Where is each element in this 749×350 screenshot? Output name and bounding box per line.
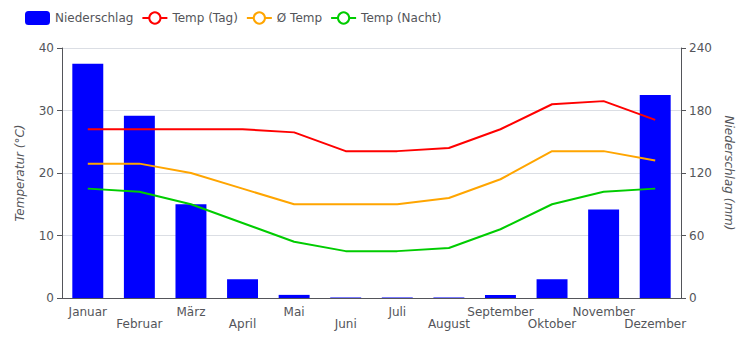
svg-text:120: 120: [689, 166, 712, 180]
svg-text:60: 60: [689, 229, 704, 243]
svg-text:Oktober: Oktober: [528, 317, 576, 331]
svg-text:Juli: Juli: [387, 305, 406, 319]
svg-text:Januar: Januar: [68, 305, 107, 319]
svg-text:0: 0: [689, 291, 697, 305]
svg-text:Februar: Februar: [116, 317, 162, 331]
svg-text:Temperatur (°C): Temperatur (°C): [13, 124, 27, 221]
svg-text:40: 40: [39, 41, 54, 55]
svg-text:Juni: Juni: [334, 317, 357, 331]
svg-text:Dezember: Dezember: [624, 317, 686, 331]
svg-text:30: 30: [39, 104, 54, 118]
svg-text:Temp (Nacht): Temp (Nacht): [360, 11, 441, 25]
svg-text:Niederschlag: Niederschlag: [55, 11, 133, 25]
svg-text:240: 240: [689, 41, 712, 55]
svg-text:Temp (Tag): Temp (Tag): [171, 11, 237, 25]
svg-text:20: 20: [39, 166, 54, 180]
svg-text:August: August: [428, 317, 470, 331]
svg-text:Mai: Mai: [284, 305, 305, 319]
svg-text:März: März: [176, 305, 205, 319]
svg-text:April: April: [229, 317, 256, 331]
svg-text:0: 0: [46, 291, 54, 305]
svg-text:10: 10: [39, 229, 54, 243]
svg-text:Ø Temp: Ø Temp: [277, 11, 322, 25]
svg-text:Niederschlag (mm): Niederschlag (mm): [722, 116, 736, 231]
svg-text:September: September: [467, 305, 533, 319]
svg-text:November: November: [572, 305, 635, 319]
svg-text:180: 180: [689, 104, 712, 118]
